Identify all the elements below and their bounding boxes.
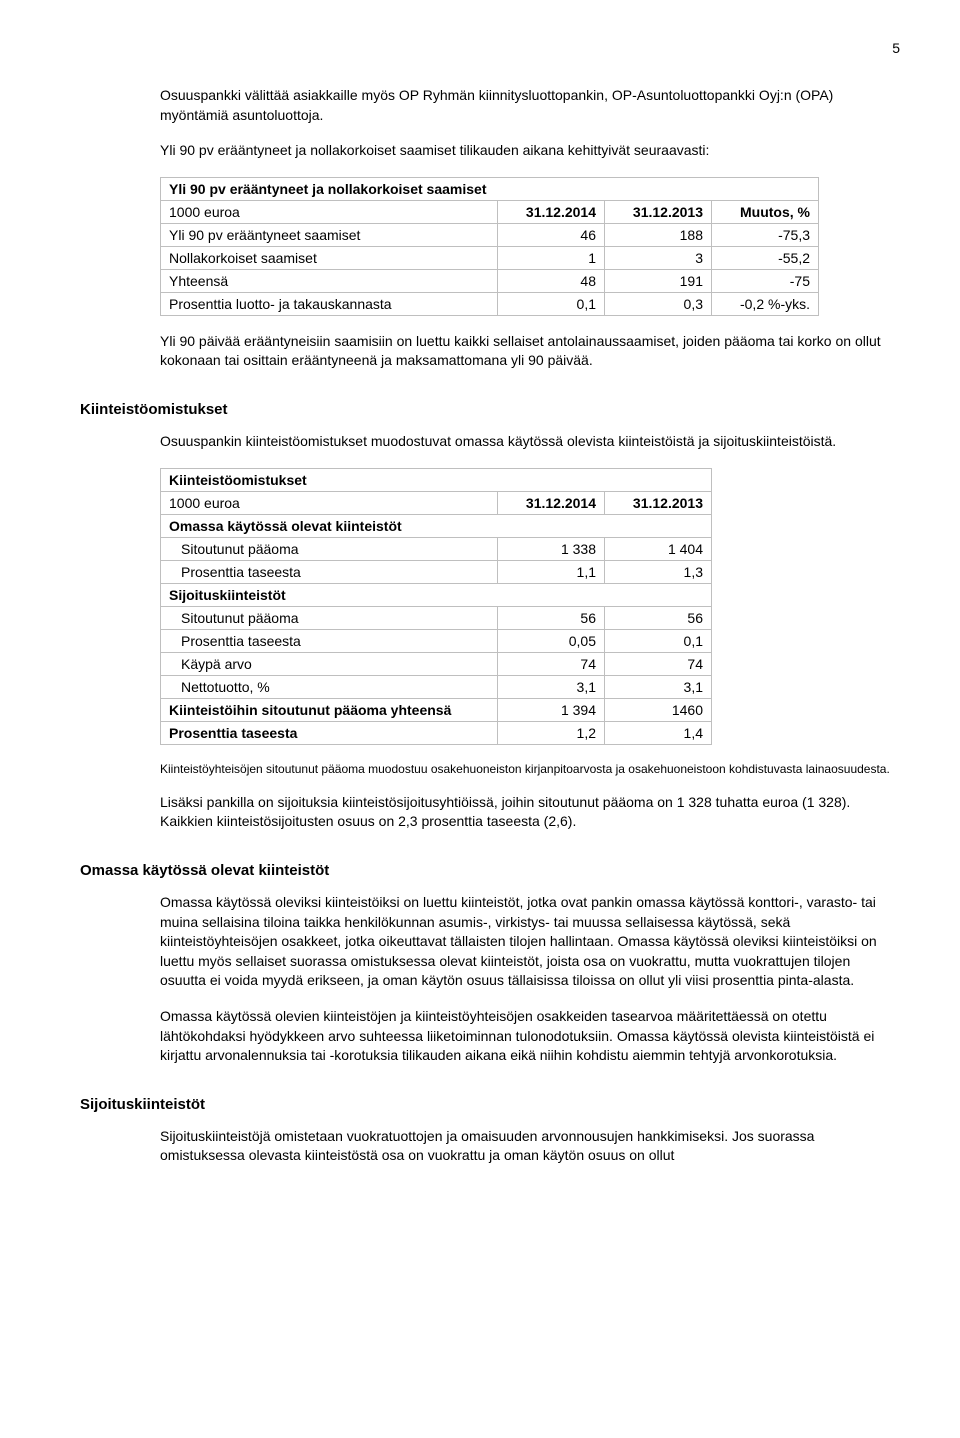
- cell: 1,4: [605, 721, 712, 744]
- omassa-para2: Omassa käytössä olevien kiinteistöjen ja…: [160, 1007, 900, 1066]
- table1-col1: 31.12.2014: [498, 200, 605, 223]
- cell: Prosenttia luotto- ja takauskannasta: [161, 292, 498, 315]
- kiinteisto-para1: Osuuspankin kiinteistöomistukset muodost…: [160, 432, 900, 452]
- heading-sijoitus: Sijoituskiinteistöt: [80, 1096, 900, 1113]
- omassa-para1: Omassa käytössä oleviksi kiinteistöiksi …: [160, 893, 900, 991]
- cell: 1 338: [498, 537, 605, 560]
- table2-title: Kiinteistöomistukset: [161, 468, 712, 491]
- kiinteisto-para2: Lisäksi pankilla on sijoituksia kiinteis…: [160, 793, 900, 832]
- cell: 1 404: [605, 537, 712, 560]
- cell: Prosenttia taseesta: [161, 560, 498, 583]
- table1-title: Yli 90 pv erääntyneet ja nollakorkoiset …: [161, 177, 819, 200]
- cell: 1 394: [498, 698, 605, 721]
- cell: 0,05: [498, 629, 605, 652]
- table-row: Käypä arvo 74 74: [161, 652, 712, 675]
- cell: -0,2 %-yks.: [712, 292, 819, 315]
- cell: 3,1: [498, 675, 605, 698]
- cell: 74: [605, 652, 712, 675]
- cell: Käypä arvo: [161, 652, 498, 675]
- cell: Yli 90 pv erääntyneet saamiset: [161, 223, 498, 246]
- table1-col3: Muutos, %: [712, 200, 819, 223]
- heading-kiinteistoomistukset: Kiinteistöomistukset: [80, 401, 900, 418]
- cell: 0,1: [605, 629, 712, 652]
- cell: 48: [498, 269, 605, 292]
- cell: Nettotuotto, %: [161, 675, 498, 698]
- cell: 1: [498, 246, 605, 269]
- table1-col2: 31.12.2013: [605, 200, 712, 223]
- cell: 188: [605, 223, 712, 246]
- cell: Nollakorkoiset saamiset: [161, 246, 498, 269]
- cell: 1,1: [498, 560, 605, 583]
- cell: 0,1: [498, 292, 605, 315]
- kiinteisto-note: Kiinteistöyhteisöjen sitoutunut pääoma m…: [160, 761, 900, 777]
- cell: 56: [605, 606, 712, 629]
- table-row: Kiinteistöihin sitoutunut pääoma yhteens…: [161, 698, 712, 721]
- table-kiinteistoomistukset: Kiinteistöomistukset 1000 euroa 31.12.20…: [160, 468, 712, 745]
- table-row: Nettotuotto, % 3,1 3,1: [161, 675, 712, 698]
- intro-paragraph-1: Osuuspankki välittää asiakkaille myös OP…: [160, 86, 900, 125]
- table-overdue-receivables: Yli 90 pv erääntyneet ja nollakorkoiset …: [160, 177, 819, 316]
- table1-rowlabel: 1000 euroa: [161, 200, 498, 223]
- table-row: Prosenttia luotto- ja takauskannasta 0,1…: [161, 292, 819, 315]
- page-number: 5: [80, 40, 900, 56]
- cell: 46: [498, 223, 605, 246]
- table-row: Prosenttia taseesta 0,05 0,1: [161, 629, 712, 652]
- table2-sect1: Omassa käytössä olevat kiinteistöt: [161, 514, 712, 537]
- cell: 0,3: [605, 292, 712, 315]
- table2-col1: 31.12.2014: [498, 491, 605, 514]
- cell: 1460: [605, 698, 712, 721]
- cell: Prosenttia taseesta: [161, 721, 498, 744]
- cell: -75: [712, 269, 819, 292]
- table-row: Sitoutunut pääoma 1 338 1 404: [161, 537, 712, 560]
- table-row: Yli 90 pv erääntyneet saamiset 46 188 -7…: [161, 223, 819, 246]
- cell: -55,2: [712, 246, 819, 269]
- after-table1-paragraph: Yli 90 päivää erääntyneisiin saamisiin o…: [160, 332, 900, 371]
- table2-sect2: Sijoituskiinteistöt: [161, 583, 712, 606]
- cell: 74: [498, 652, 605, 675]
- cell: 1,3: [605, 560, 712, 583]
- table2-col2: 31.12.2013: [605, 491, 712, 514]
- table2-rowlabel: 1000 euroa: [161, 491, 498, 514]
- cell: Sitoutunut pääoma: [161, 537, 498, 560]
- cell: 3,1: [605, 675, 712, 698]
- cell: Yhteensä: [161, 269, 498, 292]
- cell: Sitoutunut pääoma: [161, 606, 498, 629]
- sijoitus-para1: Sijoituskiinteistöjä omistetaan vuokratu…: [160, 1127, 900, 1166]
- table-row: Sitoutunut pääoma 56 56: [161, 606, 712, 629]
- cell: -75,3: [712, 223, 819, 246]
- intro-paragraph-2: Yli 90 pv erääntyneet ja nollakorkoiset …: [160, 141, 900, 161]
- table-row: Nollakorkoiset saamiset 1 3 -55,2: [161, 246, 819, 269]
- cell: 191: [605, 269, 712, 292]
- table-row: Prosenttia taseesta 1,2 1,4: [161, 721, 712, 744]
- heading-omassa: Omassa käytössä olevat kiinteistöt: [80, 862, 900, 879]
- table-row: Prosenttia taseesta 1,1 1,3: [161, 560, 712, 583]
- table-row: Yhteensä 48 191 -75: [161, 269, 819, 292]
- cell: Prosenttia taseesta: [161, 629, 498, 652]
- cell: 56: [498, 606, 605, 629]
- cell: 3: [605, 246, 712, 269]
- cell: Kiinteistöihin sitoutunut pääoma yhteens…: [161, 698, 498, 721]
- cell: 1,2: [498, 721, 605, 744]
